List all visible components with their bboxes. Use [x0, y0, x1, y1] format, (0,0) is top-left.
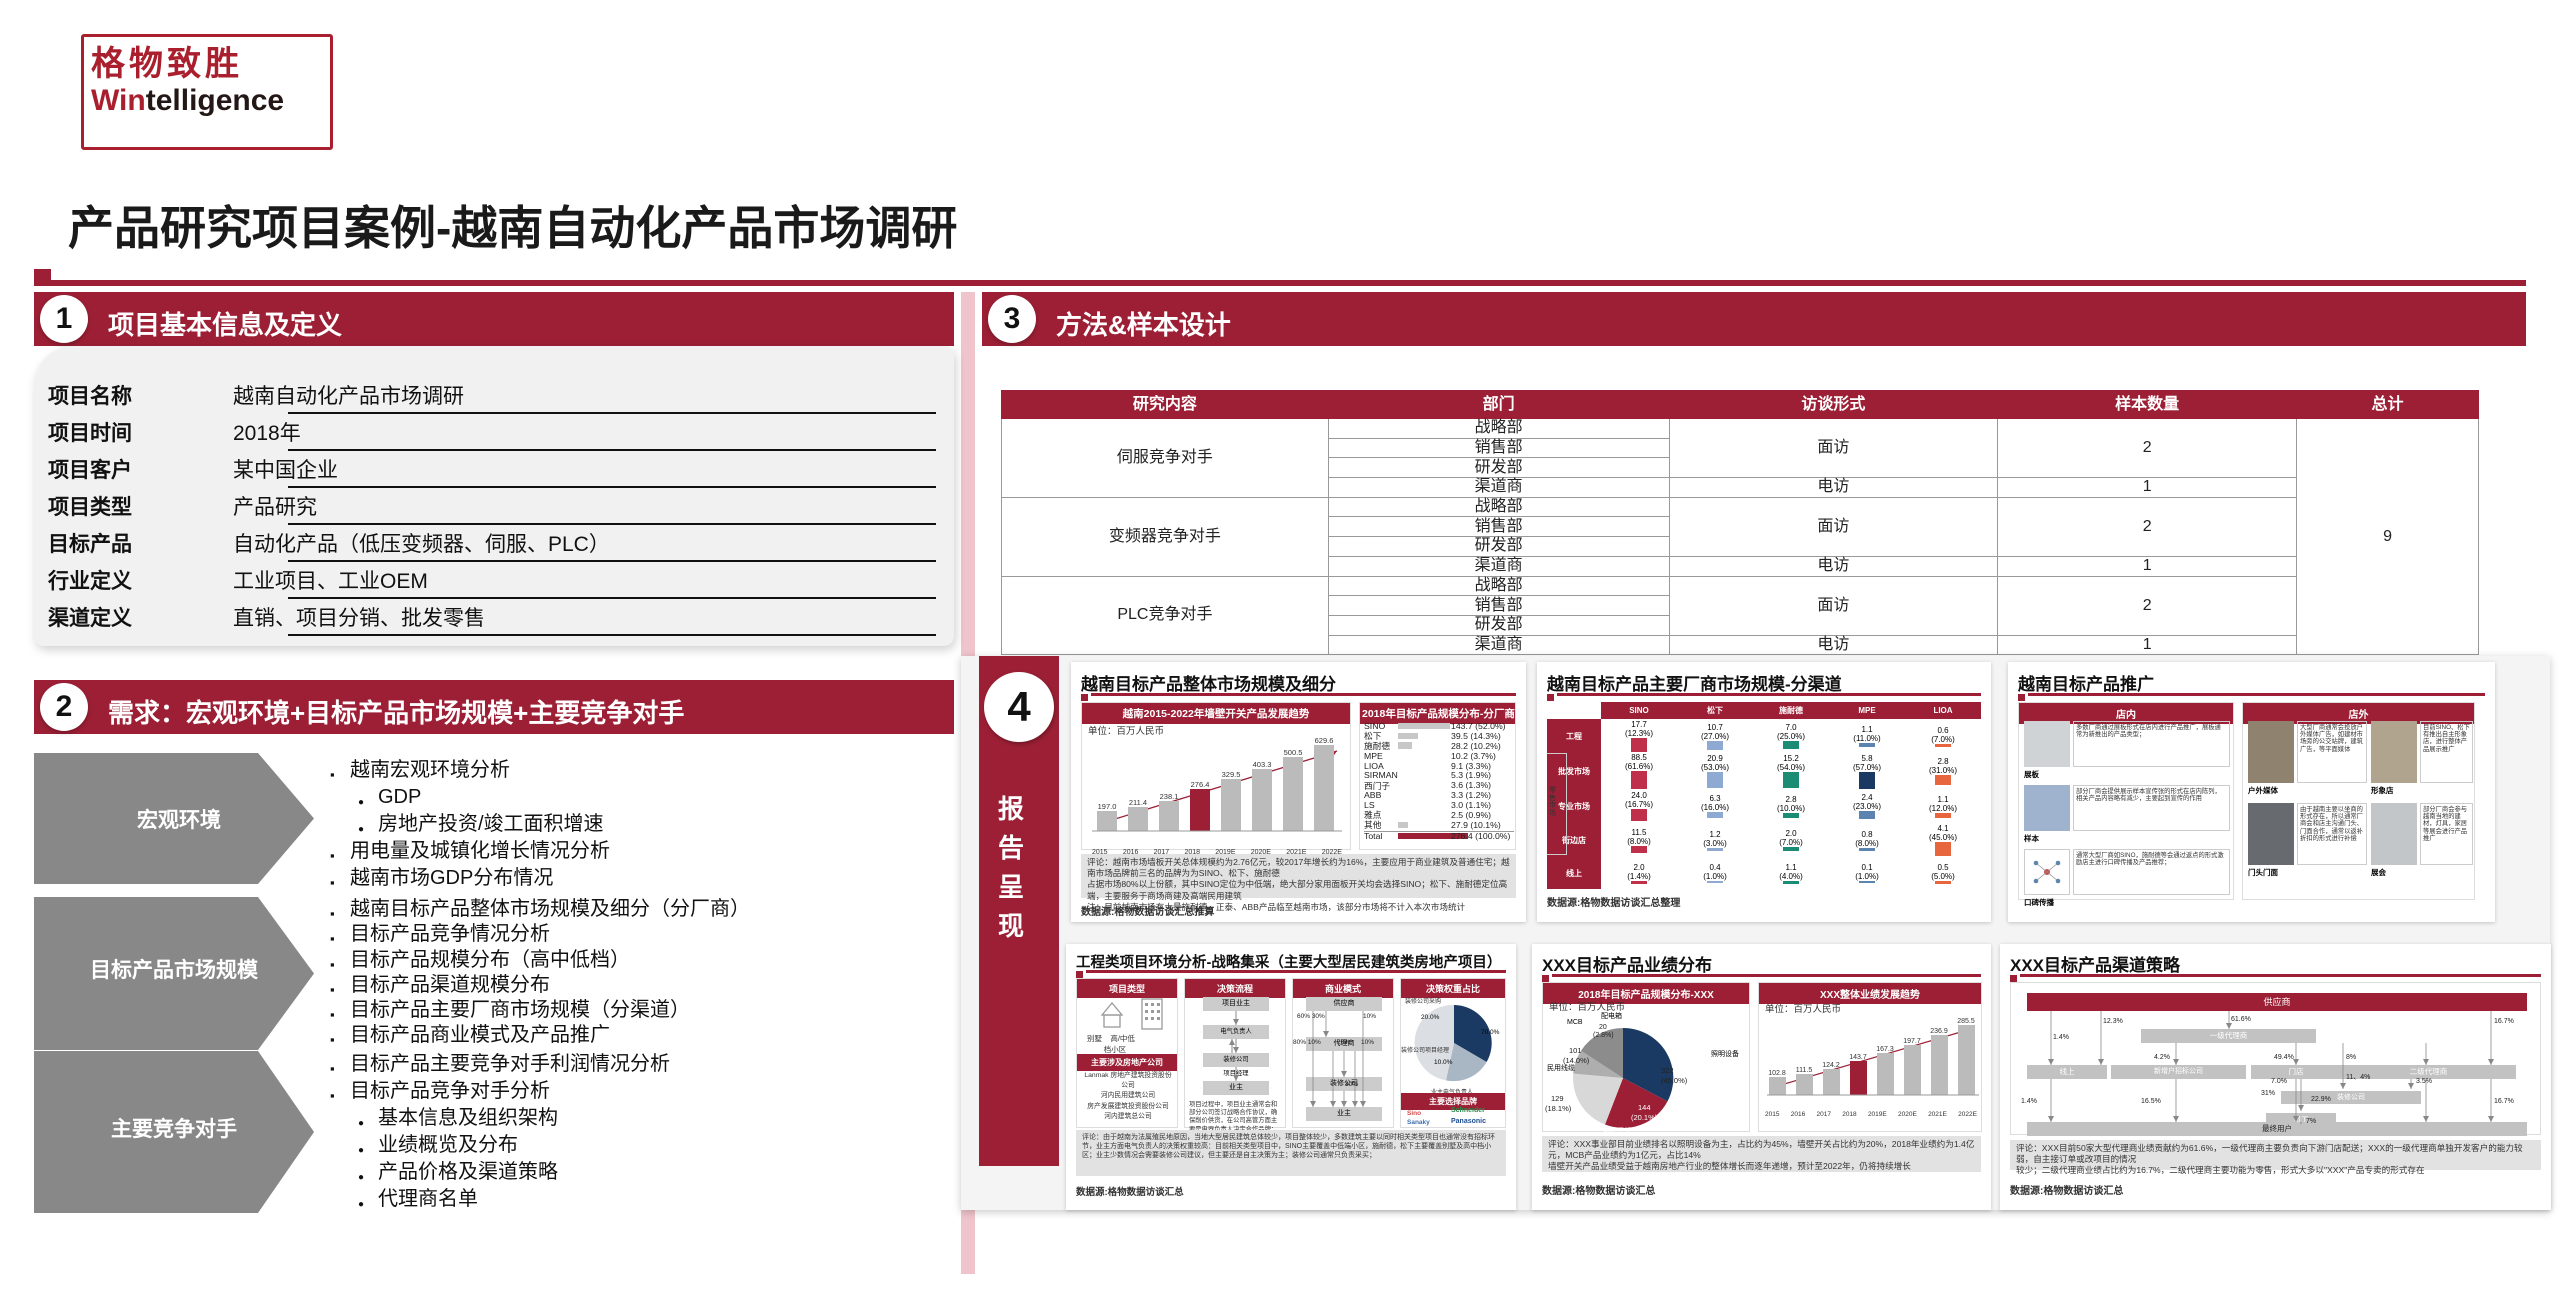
svg-text:500.5: 500.5	[1284, 748, 1303, 757]
svg-text:211.4: 211.4	[1129, 798, 1147, 807]
svg-text:102.8: 102.8	[1768, 1070, 1786, 1077]
svg-text:61.6%: 61.6%	[2231, 1016, 2251, 1023]
svg-text:49.4%: 49.4%	[2274, 1054, 2294, 1061]
svg-text:12.3%: 12.3%	[2103, 1018, 2123, 1025]
svg-text:236.9: 236.9	[1930, 1028, 1948, 1035]
svg-text:70.0%: 70.0%	[1481, 1029, 1500, 1036]
svg-text:124.2: 124.2	[1822, 1062, 1840, 1069]
svg-text:7.0%: 7.0%	[2271, 1078, 2287, 1085]
svg-text:22.9%: 22.9%	[2311, 1096, 2331, 1103]
svg-text:101: 101	[1569, 1046, 1582, 1055]
svg-text:322: 322	[1661, 1066, 1674, 1075]
svg-text:4.2%: 4.2%	[2154, 1054, 2170, 1061]
svg-text:10.0%: 10.0%	[1434, 1059, 1453, 1066]
svg-text:129: 129	[1551, 1094, 1564, 1103]
svg-text:167.3: 167.3	[1876, 1046, 1894, 1053]
svg-text:8%: 8%	[2346, 1054, 2356, 1061]
svg-text:276.4: 276.4	[1191, 780, 1210, 789]
svg-text:403.3: 403.3	[1253, 760, 1272, 769]
svg-text:629.6: 629.6	[1315, 736, 1334, 745]
svg-text:7%: 7%	[2306, 1118, 2316, 1125]
svg-text:111.5: 111.5	[1796, 1067, 1813, 1074]
svg-text:143.7: 143.7	[1849, 1054, 1867, 1061]
svg-text:144: 144	[1638, 1103, 1651, 1112]
svg-text:11、4%: 11、4%	[2346, 1074, 2370, 1081]
svg-text:197.0: 197.0	[1098, 802, 1117, 811]
svg-text:238.1: 238.1	[1160, 792, 1179, 801]
svg-text:(45.0%): (45.0%)	[1661, 1076, 1688, 1085]
svg-text:20.0%: 20.0%	[1421, 1014, 1440, 1021]
svg-text:329.5: 329.5	[1222, 770, 1241, 779]
svg-text:16.5%: 16.5%	[2141, 1098, 2161, 1105]
svg-text:1.4%: 1.4%	[2053, 1034, 2069, 1041]
svg-text:197.7: 197.7	[1903, 1038, 1921, 1045]
svg-text:285.5: 285.5	[1957, 1018, 1975, 1025]
svg-text:16.7%: 16.7%	[2494, 1098, 2514, 1105]
svg-text:1.4%: 1.4%	[2021, 1098, 2037, 1105]
svg-text:(20.1%): (20.1%)	[1631, 1113, 1658, 1122]
svg-text:16.7%: 16.7%	[2494, 1018, 2514, 1025]
svg-text:31%: 31%	[2261, 1090, 2275, 1097]
svg-text:(18.1%): (18.1%)	[1545, 1104, 1572, 1113]
svg-text:3.5%: 3.5%	[2416, 1078, 2432, 1085]
svg-text:(2.8%): (2.8%)	[1593, 1032, 1614, 1039]
svg-text:20: 20	[1599, 1024, 1607, 1031]
